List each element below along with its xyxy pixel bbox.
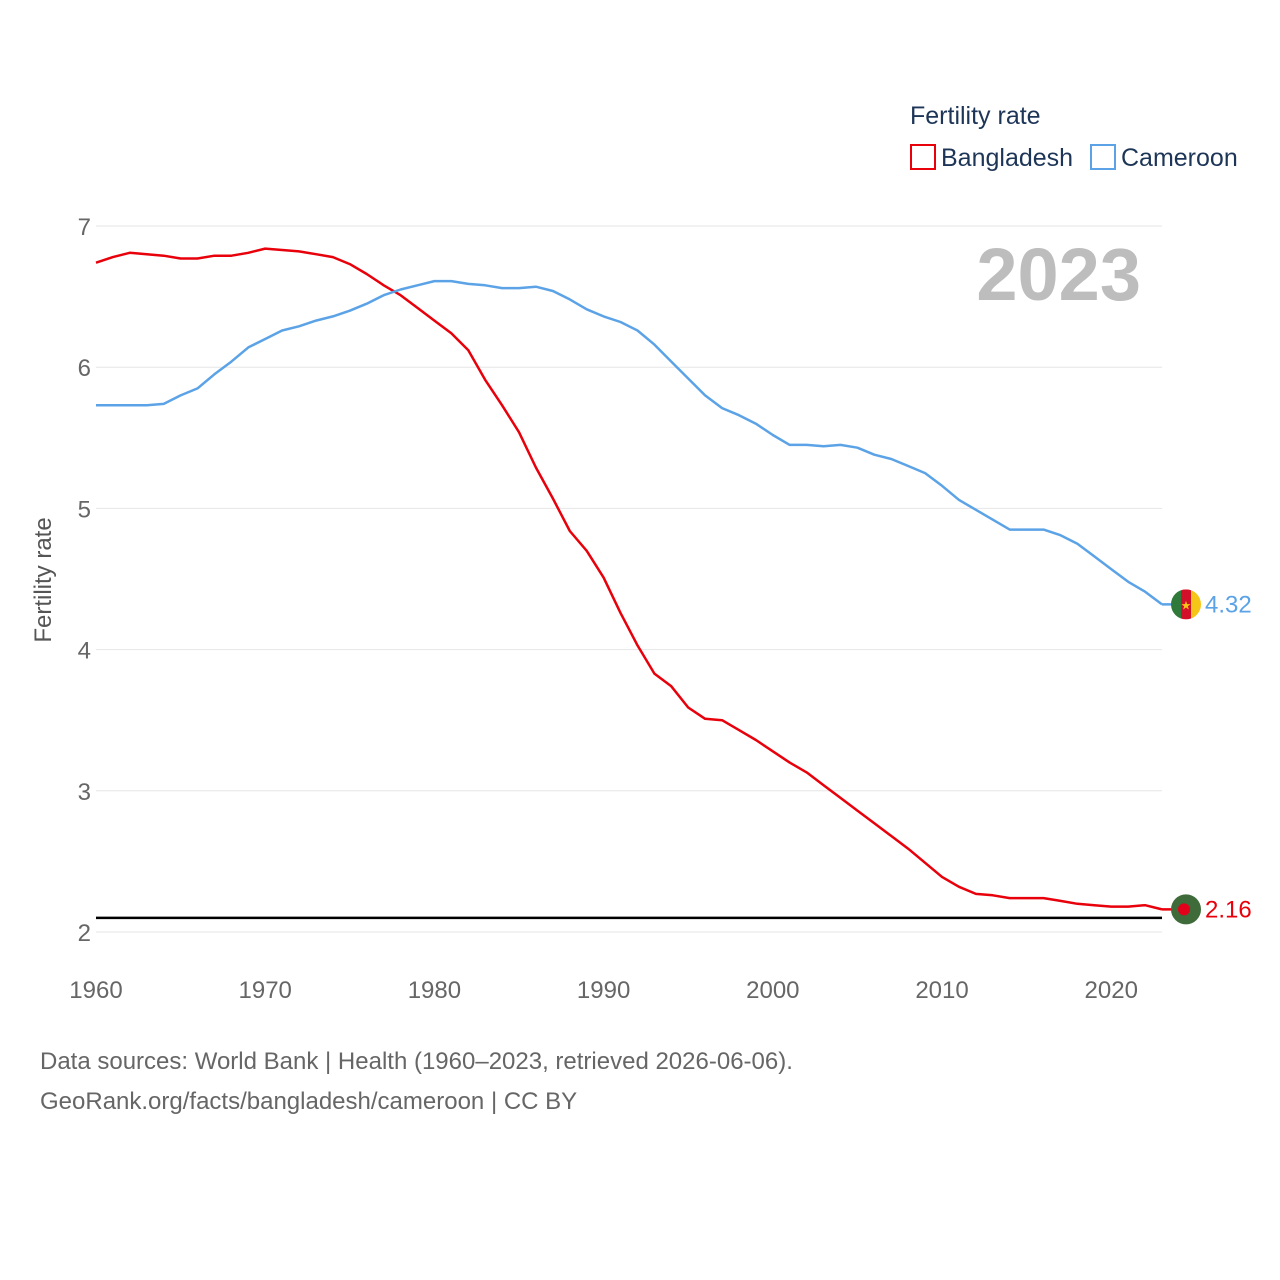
legend: Fertility rate Bangladesh Cameroon [910, 102, 1238, 172]
series-line-cameroon[interactable] [96, 279, 1163, 606]
x-tick-label: 2020 [1085, 977, 1138, 1004]
y-tick-label: 5 [78, 496, 91, 523]
x-tick-label: 1970 [239, 977, 292, 1004]
legend-swatch-cameroon [1090, 144, 1116, 170]
x-tick-label: 1960 [69, 977, 122, 1004]
y-tick-label: 4 [78, 638, 91, 665]
legend-item-cameroon[interactable]: Cameroon [1090, 144, 1238, 172]
y-axis-ticks: 2 3 4 5 6 7 [78, 214, 91, 947]
y-tick-label: 6 [78, 355, 91, 382]
svg-text:★: ★ [1181, 598, 1192, 612]
source-line: Data sources: World Bank | Health (1960–… [40, 1048, 793, 1075]
current-year-label: 2023 [976, 233, 1141, 316]
y-tick-label: 2 [78, 920, 91, 947]
end-value-cameroon: 4.32 [1205, 591, 1252, 618]
legend-label-cameroon: Cameroon [1121, 144, 1238, 172]
y-tick-label: 7 [78, 214, 91, 241]
x-tick-label: 1990 [577, 977, 630, 1004]
legend-item-bangladesh[interactable]: Bangladesh [910, 144, 1073, 172]
series-end-markers: 2.16 ★ 4.32 [1171, 589, 1252, 925]
y-axis-label: Fertility rate [30, 517, 57, 642]
attribution-link[interactable]: GeoRank.org/facts/bangladesh/cameroon | … [40, 1088, 578, 1115]
y-tick-label: 3 [78, 779, 91, 806]
x-tick-label: 1980 [408, 977, 461, 1004]
legend-title: Fertility rate [910, 102, 1041, 130]
cameroon-flag-icon: ★ [1171, 589, 1201, 620]
series-line-bangladesh[interactable] [95, 247, 1163, 911]
x-tick-label: 2000 [746, 977, 799, 1004]
x-tick-label: 2010 [915, 977, 968, 1004]
source-note: Data sources: World Bank | Health (1960–… [40, 1042, 793, 1122]
legend-label-bangladesh: Bangladesh [941, 144, 1073, 172]
end-value-bangladesh: 2.16 [1205, 896, 1252, 923]
x-axis-ticks: 1960 1970 1980 1990 2000 2010 2020 [69, 977, 1138, 1004]
bangladesh-flag-icon [1171, 894, 1201, 925]
series-lines [95, 247, 1186, 911]
legend-swatch-bangladesh [910, 144, 936, 170]
gridlines [96, 225, 1162, 933]
